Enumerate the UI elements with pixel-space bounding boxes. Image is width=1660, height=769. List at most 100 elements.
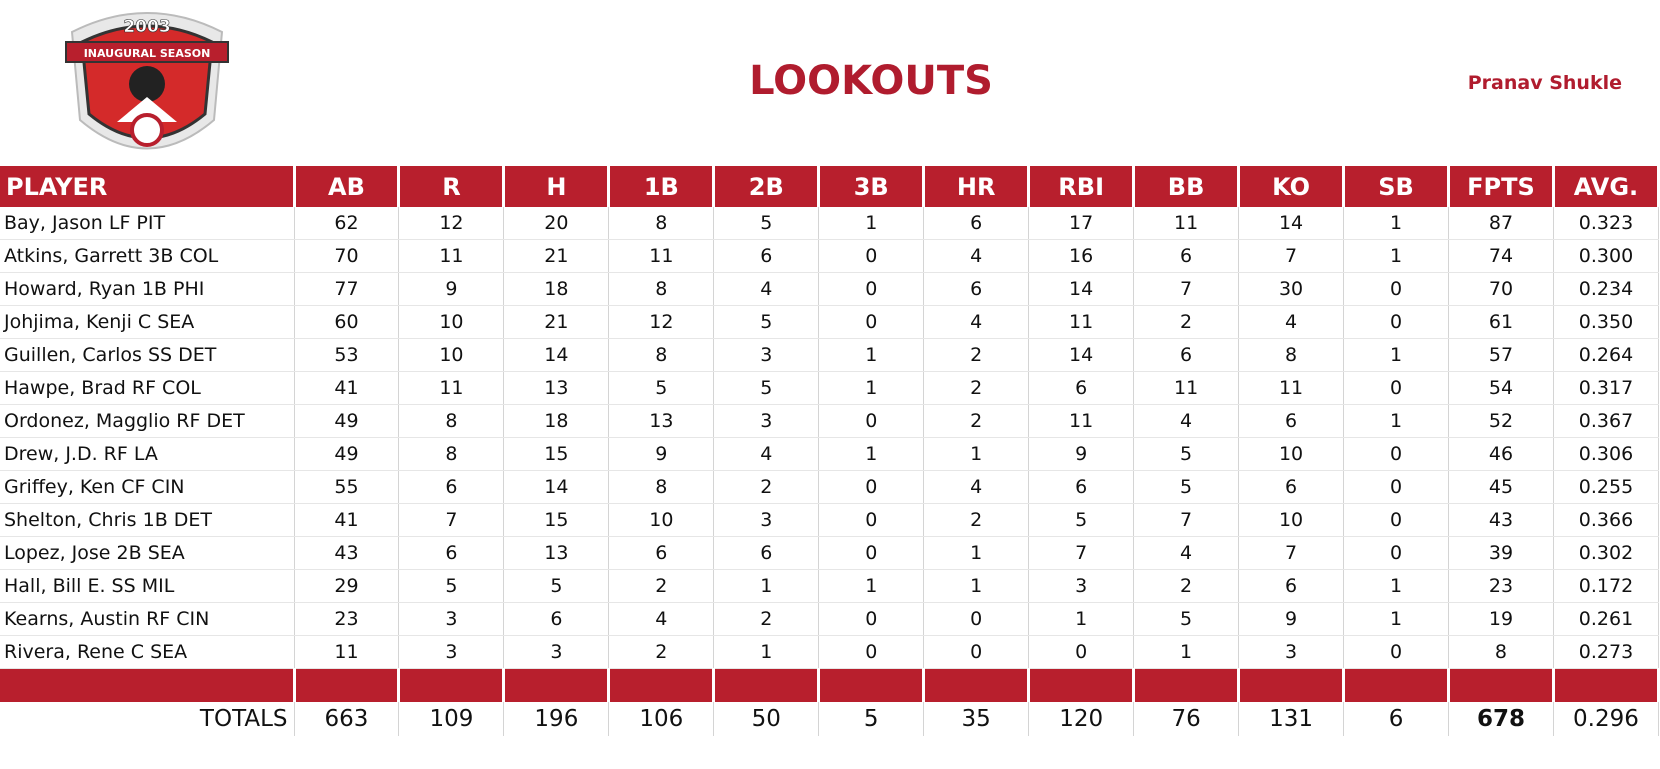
stat-cell: 1 bbox=[1028, 602, 1135, 636]
stat-cell: 0.273 bbox=[1553, 635, 1660, 669]
stat-cell: 9 bbox=[398, 272, 505, 306]
player-row: Rivera, Rene C SEA 11 3 3 2 1 0 0 0 1 3 0 8 0.273 bbox=[0, 635, 1660, 669]
column-header: BB bbox=[1133, 166, 1241, 207]
stat-cell: 4 bbox=[1133, 536, 1240, 570]
column-header: SB bbox=[1343, 166, 1450, 207]
stat-cell: 6 bbox=[923, 272, 1030, 306]
stat-cell: 5 bbox=[1133, 437, 1240, 471]
stat-cell: 0 bbox=[1343, 635, 1449, 669]
total-cell: 35 bbox=[923, 702, 1030, 736]
stat-cell: 4 bbox=[923, 305, 1030, 339]
stat-cell: 49 bbox=[294, 404, 400, 438]
stat-cell: 8 bbox=[608, 338, 715, 372]
stat-cell: 0.323 bbox=[1553, 207, 1660, 240]
stat-cell: 0 bbox=[818, 470, 925, 504]
stat-cell: 0.302 bbox=[1553, 536, 1660, 570]
stat-cell: 20 bbox=[503, 207, 610, 240]
player-name: Guillen, Carlos SS DET bbox=[0, 338, 295, 372]
stat-cell: 2 bbox=[713, 602, 820, 636]
stat-cell: 3 bbox=[713, 338, 820, 372]
stat-cell: 0 bbox=[923, 635, 1030, 669]
stat-cell: 18 bbox=[503, 272, 610, 306]
total-cell: 131 bbox=[1238, 702, 1345, 736]
player-row: Ordonez, Magglio RF DET 49 8 18 13 3 0 2 11 4 6 1 52… bbox=[0, 404, 1660, 438]
stat-cell: 11 bbox=[1238, 371, 1345, 405]
stat-cell: 87 bbox=[1448, 207, 1554, 240]
stat-cell: 43 bbox=[294, 536, 400, 570]
stat-cell: 9 bbox=[608, 437, 715, 471]
player-name: Griffey, Ken CF CIN bbox=[0, 470, 295, 504]
column-header: AB bbox=[294, 166, 401, 207]
stat-cell: 5 bbox=[1028, 503, 1135, 537]
stat-cell: 29 bbox=[294, 569, 400, 603]
stat-cell: 41 bbox=[294, 503, 400, 537]
stat-cell: 11 bbox=[294, 635, 400, 669]
total-cell: 196 bbox=[503, 702, 610, 736]
stat-cell: 10 bbox=[608, 503, 715, 537]
logo-text: INAUGURAL SEASON bbox=[84, 47, 211, 60]
stat-cell: 0.306 bbox=[1553, 437, 1660, 471]
stat-cell: 0.261 bbox=[1553, 602, 1660, 636]
column-header: 3B bbox=[818, 166, 926, 207]
player-name: Hall, Bill E. SS MIL bbox=[0, 569, 295, 603]
stat-cell: 14 bbox=[1028, 338, 1135, 372]
stat-cell: 13 bbox=[503, 371, 610, 405]
stat-cell: 7 bbox=[1238, 239, 1345, 273]
stat-cell: 14 bbox=[503, 338, 610, 372]
player-name: Johjima, Kenji C SEA bbox=[0, 305, 295, 339]
stat-cell: 11 bbox=[398, 239, 505, 273]
stat-cell: 0 bbox=[818, 404, 925, 438]
stat-cell: 5 bbox=[503, 569, 610, 603]
stats-table: PLAYER AB R H 1B 2B 3B HR RBI BB KO SB FPTS AVG. Bay,… bbox=[0, 166, 1660, 736]
stat-cell: 0 bbox=[818, 272, 925, 306]
stat-cell: 6 bbox=[398, 470, 505, 504]
total-cell: 50 bbox=[713, 702, 820, 736]
stat-cell: 1 bbox=[923, 569, 1030, 603]
player-row: Hawpe, Brad RF COL 41 11 13 5 5 1 2 6 11 11 0 54 0.31… bbox=[0, 371, 1660, 405]
stat-cell: 8 bbox=[608, 207, 715, 240]
stat-cell: 11 bbox=[1028, 404, 1135, 438]
stat-cell: 0 bbox=[1343, 437, 1449, 471]
stat-cell: 74 bbox=[1448, 239, 1554, 273]
stat-cell: 8 bbox=[398, 437, 505, 471]
stat-cell: 1 bbox=[818, 371, 925, 405]
stat-cell: 54 bbox=[1448, 371, 1554, 405]
stat-cell: 0.350 bbox=[1553, 305, 1660, 339]
total-cell: 663 bbox=[294, 702, 400, 736]
stat-cell: 0 bbox=[818, 635, 925, 669]
stat-cell: 6 bbox=[1238, 404, 1345, 438]
total-cell: 109 bbox=[398, 702, 505, 736]
player-name: Atkins, Garrett 3B COL bbox=[0, 239, 295, 273]
stat-cell: 7 bbox=[1028, 536, 1135, 570]
stat-cell: 8 bbox=[608, 470, 715, 504]
stat-cell: 62 bbox=[294, 207, 400, 240]
stat-cell: 1 bbox=[1343, 338, 1449, 372]
stat-cell: 0 bbox=[1028, 635, 1135, 669]
stat-cell: 41 bbox=[294, 371, 400, 405]
stat-cell: 0.255 bbox=[1553, 470, 1660, 504]
player-row: Howard, Ryan 1B PHI 77 9 18 8 4 0 6 14 7 30 0 70 0.23… bbox=[0, 272, 1660, 306]
player-row: Lopez, Jose 2B SEA 43 6 13 6 6 0 1 7 4 7 0 39 0.302 bbox=[0, 536, 1660, 570]
stat-cell: 8 bbox=[1238, 338, 1345, 372]
logo-year: 2003 bbox=[123, 17, 170, 37]
column-header: PLAYER bbox=[0, 166, 296, 207]
player-row: Hall, Bill E. SS MIL 29 5 5 2 1 1 1 3 2 6 1 23 0.172 bbox=[0, 569, 1660, 603]
stat-cell: 0 bbox=[818, 536, 925, 570]
stat-cell: 3 bbox=[713, 404, 820, 438]
stat-cell: 21 bbox=[503, 239, 610, 273]
stat-cell: 55 bbox=[294, 470, 400, 504]
stat-cell: 1 bbox=[818, 207, 925, 240]
stat-cell: 11 bbox=[1028, 305, 1135, 339]
player-name: Bay, Jason LF PIT bbox=[0, 207, 295, 240]
stat-cell: 15 bbox=[503, 503, 610, 537]
stat-cell: 3 bbox=[713, 503, 820, 537]
stat-cell: 3 bbox=[398, 602, 505, 636]
stat-cell: 0 bbox=[1343, 503, 1449, 537]
stat-cell: 14 bbox=[1028, 272, 1135, 306]
stat-cell: 0.367 bbox=[1553, 404, 1660, 438]
stat-cell: 52 bbox=[1448, 404, 1554, 438]
stat-cell: 6 bbox=[1133, 239, 1240, 273]
player-name: Shelton, Chris 1B DET bbox=[0, 503, 295, 537]
stat-cell: 23 bbox=[294, 602, 400, 636]
stat-cell: 5 bbox=[1133, 470, 1240, 504]
